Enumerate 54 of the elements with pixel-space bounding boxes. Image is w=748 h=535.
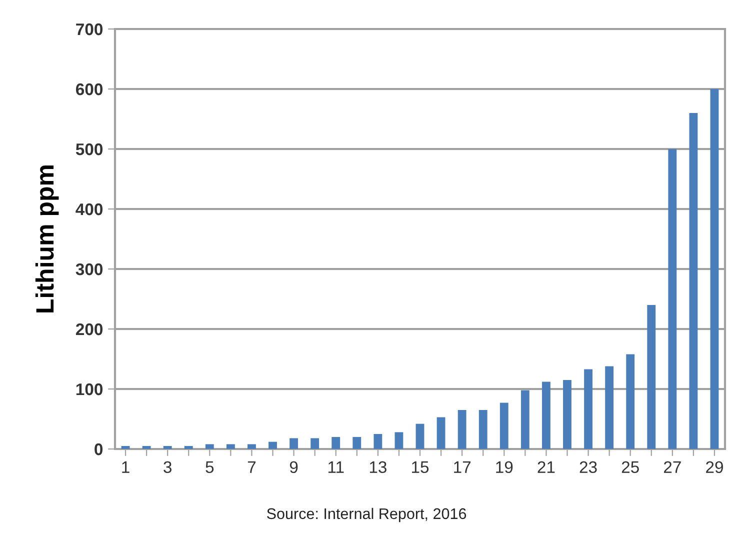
bar bbox=[142, 446, 151, 449]
bar bbox=[605, 366, 614, 449]
bar bbox=[310, 438, 320, 449]
y-tick-label: 500 bbox=[76, 143, 103, 156]
bar bbox=[520, 390, 530, 449]
bar bbox=[563, 380, 572, 449]
x-tick-label: 15 bbox=[412, 461, 429, 474]
bar bbox=[290, 438, 298, 449]
x-tick-label: 3 bbox=[164, 461, 172, 474]
bar bbox=[478, 410, 488, 449]
source-note: Source: Internal Report, 2016 bbox=[267, 508, 466, 522]
x-tick-label: 5 bbox=[206, 461, 214, 474]
bar bbox=[374, 434, 382, 449]
bar bbox=[248, 444, 256, 449]
bar bbox=[626, 354, 635, 449]
x-tick-label: 23 bbox=[580, 461, 597, 474]
bar bbox=[584, 369, 592, 449]
y-tick-label: 400 bbox=[76, 203, 103, 216]
y-tick-label: 0 bbox=[94, 443, 103, 456]
bar bbox=[689, 113, 698, 449]
x-tick-label: 29 bbox=[706, 461, 723, 474]
bar bbox=[458, 410, 466, 449]
y-tick-label: 100 bbox=[76, 383, 103, 396]
bar bbox=[184, 446, 193, 449]
x-tick-label: 25 bbox=[622, 461, 639, 474]
bar bbox=[416, 424, 424, 449]
y-tick-label: 600 bbox=[76, 83, 103, 96]
bar bbox=[205, 444, 214, 449]
bar bbox=[352, 437, 362, 449]
x-tick-label: 19 bbox=[496, 461, 513, 474]
bar bbox=[436, 417, 446, 449]
bar bbox=[668, 149, 677, 449]
x-tick-label: 27 bbox=[664, 461, 681, 473]
bar bbox=[268, 442, 277, 449]
bar bbox=[710, 89, 719, 449]
x-tick-label: 17 bbox=[454, 461, 470, 473]
bar bbox=[394, 432, 404, 449]
y-tick-label: 300 bbox=[76, 263, 103, 276]
x-tick-label: 21 bbox=[538, 461, 555, 473]
bar bbox=[542, 382, 550, 449]
x-tick-label: 11 bbox=[328, 461, 344, 473]
y-tick-label: 700 bbox=[76, 23, 103, 36]
bar bbox=[500, 402, 508, 449]
x-tick-label: 7 bbox=[248, 461, 256, 473]
x-tick-label: 9 bbox=[290, 461, 298, 474]
bar bbox=[647, 305, 656, 449]
x-tick-label: 1 bbox=[122, 461, 130, 473]
bar bbox=[226, 444, 235, 449]
y-axis-title: Lithium ppm bbox=[35, 166, 59, 312]
bar bbox=[163, 446, 172, 449]
y-tick-label: 200 bbox=[76, 323, 103, 336]
bar bbox=[121, 446, 130, 449]
x-tick-label: 13 bbox=[370, 461, 386, 474]
bar bbox=[332, 437, 340, 449]
